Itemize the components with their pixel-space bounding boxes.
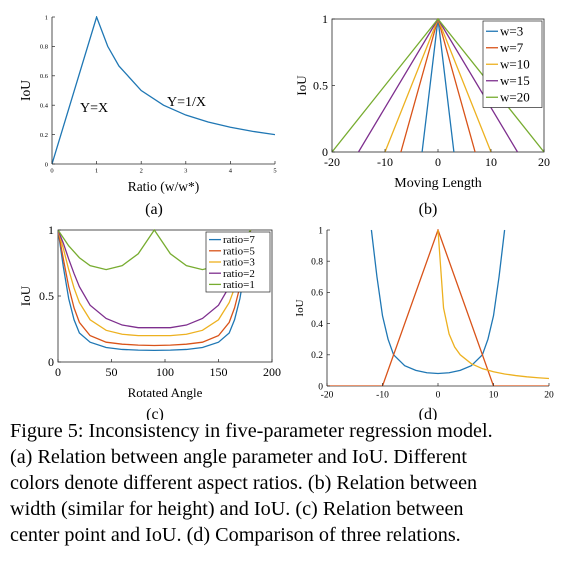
x-tick-label: 100 xyxy=(156,365,174,379)
caption-line-2: (a) Relation between angle parameter and… xyxy=(10,446,467,468)
panel-label: (a) xyxy=(145,201,163,218)
x-tick-label: -20 xyxy=(324,155,340,169)
y-axis-label: IoU xyxy=(294,75,309,96)
x-tick-label: 0 xyxy=(55,365,61,379)
series-line-ratio-7 xyxy=(58,229,252,352)
series-line-2 xyxy=(327,229,549,386)
panel-label: (d) xyxy=(419,406,438,420)
x-tick-label: -10 xyxy=(377,155,393,169)
y-axis-label: IoU xyxy=(18,285,33,306)
curve-annotation: Y=1/X xyxy=(167,95,206,110)
legend-label: ratio=3 xyxy=(223,257,255,269)
x-tick-label: 2 xyxy=(140,168,143,175)
x-tick-label: -20 xyxy=(321,391,334,401)
x-tick-label: 4 xyxy=(229,168,233,175)
x-tick-label: 150 xyxy=(210,365,228,379)
x-axis-label: Rotated Angle xyxy=(128,385,203,400)
y-tick-label: 0 xyxy=(48,355,54,369)
x-axis-label: Moving Length xyxy=(394,176,482,191)
series-line-1 xyxy=(52,16,275,164)
y-tick-label: 0.5 xyxy=(39,289,54,303)
caption-line-4: width (similar for height) and IoU. (c) … xyxy=(10,498,464,520)
panel-label: (b) xyxy=(419,201,438,218)
legend-label: w=15 xyxy=(500,73,530,88)
series-line-w-3 xyxy=(421,18,455,152)
x-tick-label: -10 xyxy=(376,391,389,401)
legend-label: ratio=1 xyxy=(223,279,255,291)
legend-label: w=7 xyxy=(500,40,524,55)
series-line-w-10 xyxy=(384,18,492,152)
y-tick-label: 0.8 xyxy=(40,44,48,51)
caption-line-5: center point and IoU. (d) Comparison of … xyxy=(10,524,461,546)
y-axis-label: IoU xyxy=(294,299,306,316)
panel-label: (c) xyxy=(146,406,164,420)
figure-caption: Figure 5: Inconsistency in five-paramete… xyxy=(10,418,566,548)
x-tick-label: 20 xyxy=(538,155,550,169)
legend-label: w=10 xyxy=(500,57,530,72)
y-tick-label: 0 xyxy=(318,382,323,392)
y-tick-label: 1 xyxy=(322,12,328,26)
legend-label: ratio=7 xyxy=(223,234,255,246)
x-tick-label: 20 xyxy=(544,391,554,401)
y-tick-label: 1 xyxy=(45,14,48,21)
series-line-3 xyxy=(437,229,549,380)
chart-panel-c: 0 50 100 150 200 0 0.5 1 Rotated Angle IoU (c) rati… xyxy=(18,223,281,420)
x-tick-label: 10 xyxy=(489,391,499,401)
y-tick-label: 0.4 xyxy=(311,320,323,330)
series-line-ratio-5 xyxy=(58,229,252,347)
y-tick-label: 0 xyxy=(322,145,328,159)
legend-label: ratio=5 xyxy=(223,245,255,257)
x-tick-label: 0 xyxy=(436,391,441,401)
legend-label: w=3 xyxy=(500,24,523,39)
x-tick-label: 200 xyxy=(263,365,281,379)
x-tick-label: 10 xyxy=(485,155,497,169)
x-tick-label: 3 xyxy=(184,168,187,175)
y-tick-label: 0.2 xyxy=(311,351,323,361)
legend-label: ratio=2 xyxy=(223,268,255,280)
x-tick-label: 5 xyxy=(273,168,276,175)
series-line-1 xyxy=(370,229,506,375)
chart-panel-d: -20 -10 0 10 20 0 0.2 0.4 0.6 0.8 1 IoU (d) xyxy=(294,226,554,420)
y-tick-label: 0.5 xyxy=(313,79,328,93)
legend: w=3w=7 w=10w=15 w=20 xyxy=(482,20,543,108)
x-tick-label: 0 xyxy=(50,168,53,175)
curve-annotation: Y=X xyxy=(80,101,108,116)
y-tick-label: 0.4 xyxy=(40,102,49,109)
x-axis-label: Ratio (w/w*) xyxy=(128,179,200,194)
caption-line-1: Figure 5: Inconsistency in five-paramete… xyxy=(10,420,493,442)
y-tick-label: 1 xyxy=(48,223,54,237)
y-tick-label: 0.8 xyxy=(311,258,323,268)
x-tick-label: 50 xyxy=(106,365,118,379)
y-tick-label: 0 xyxy=(45,161,48,168)
chart-panel-a: 0 1 2 3 4 5 0 0.2 0.4 0.6 0.8 1 Ratio (w/w*) IoU (a) Y=… xyxy=(18,14,277,218)
y-tick-label: 0.6 xyxy=(40,73,49,80)
y-axis-label: IoU xyxy=(18,80,33,101)
y-tick-label: 0.2 xyxy=(40,132,48,139)
x-tick-label: 0 xyxy=(435,155,441,169)
y-tick-label: 0.6 xyxy=(311,289,323,299)
legend-label: w=20 xyxy=(500,90,530,105)
x-tick-label: 1 xyxy=(95,168,98,175)
y-tick-label: 1 xyxy=(318,226,323,236)
caption-line-3: colors denote different aspect ratios. (… xyxy=(10,472,478,494)
